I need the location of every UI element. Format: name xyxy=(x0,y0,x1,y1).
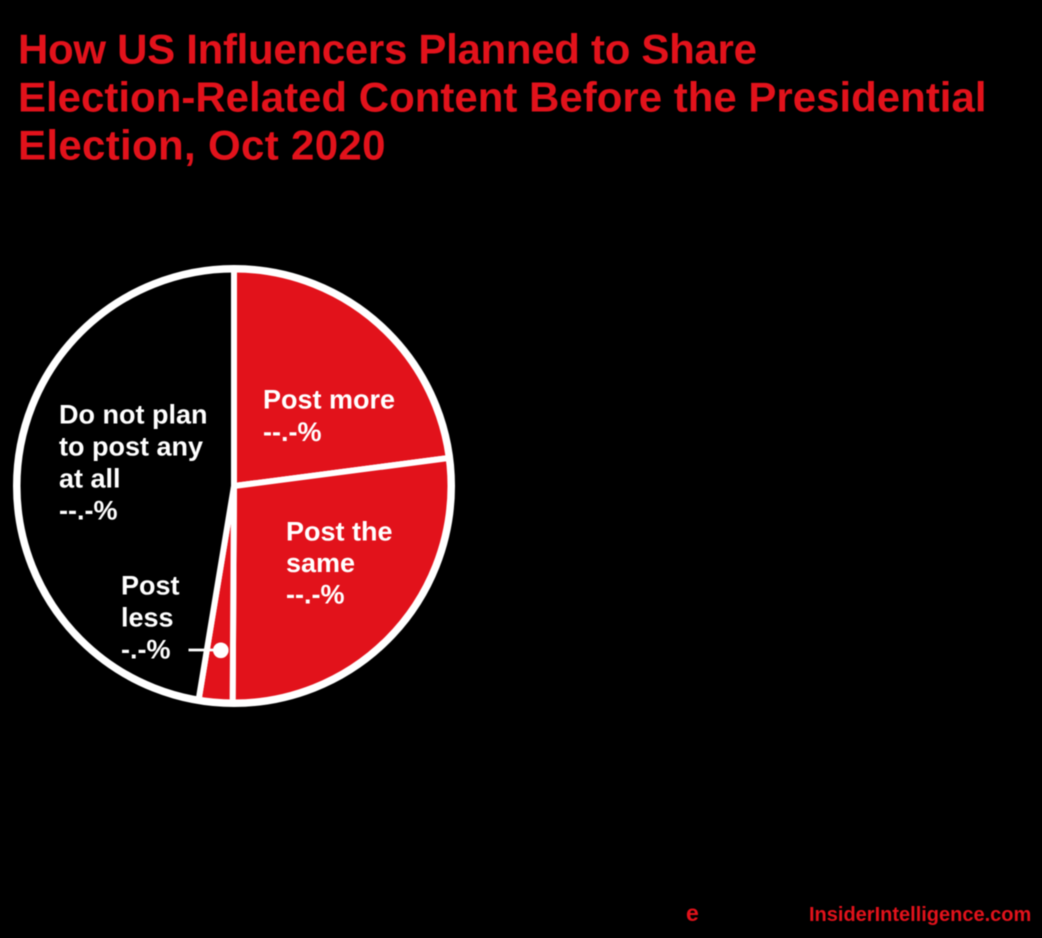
svg-text:Do not plan: Do not plan xyxy=(59,400,207,430)
svg-text:at all: at all xyxy=(59,464,121,494)
svg-text:same: same xyxy=(286,548,355,578)
svg-text:--.-%: --.-% xyxy=(263,417,321,447)
svg-text:Post more: Post more xyxy=(263,385,395,415)
svg-text:Election, Oct 2020: Election, Oct 2020 xyxy=(18,122,386,169)
svg-text:Post: Post xyxy=(121,571,180,601)
svg-text:InsiderIntelligence.com: InsiderIntelligence.com xyxy=(809,904,1031,926)
svg-text:Election-Related Content Befor: Election-Related Content Before the Pres… xyxy=(18,74,987,121)
svg-text:e: e xyxy=(686,900,699,926)
svg-text:Post the: Post the xyxy=(286,517,393,547)
svg-text:less: less xyxy=(121,603,174,633)
svg-text:--.-%: --.-% xyxy=(286,580,344,610)
svg-text:to post any: to post any xyxy=(59,432,203,462)
svg-text:-.-%: -.-% xyxy=(121,635,171,665)
svg-text:--.-%: --.-% xyxy=(59,496,117,526)
svg-text:How US Influencers Planned to: How US Influencers Planned to Share xyxy=(18,26,757,73)
